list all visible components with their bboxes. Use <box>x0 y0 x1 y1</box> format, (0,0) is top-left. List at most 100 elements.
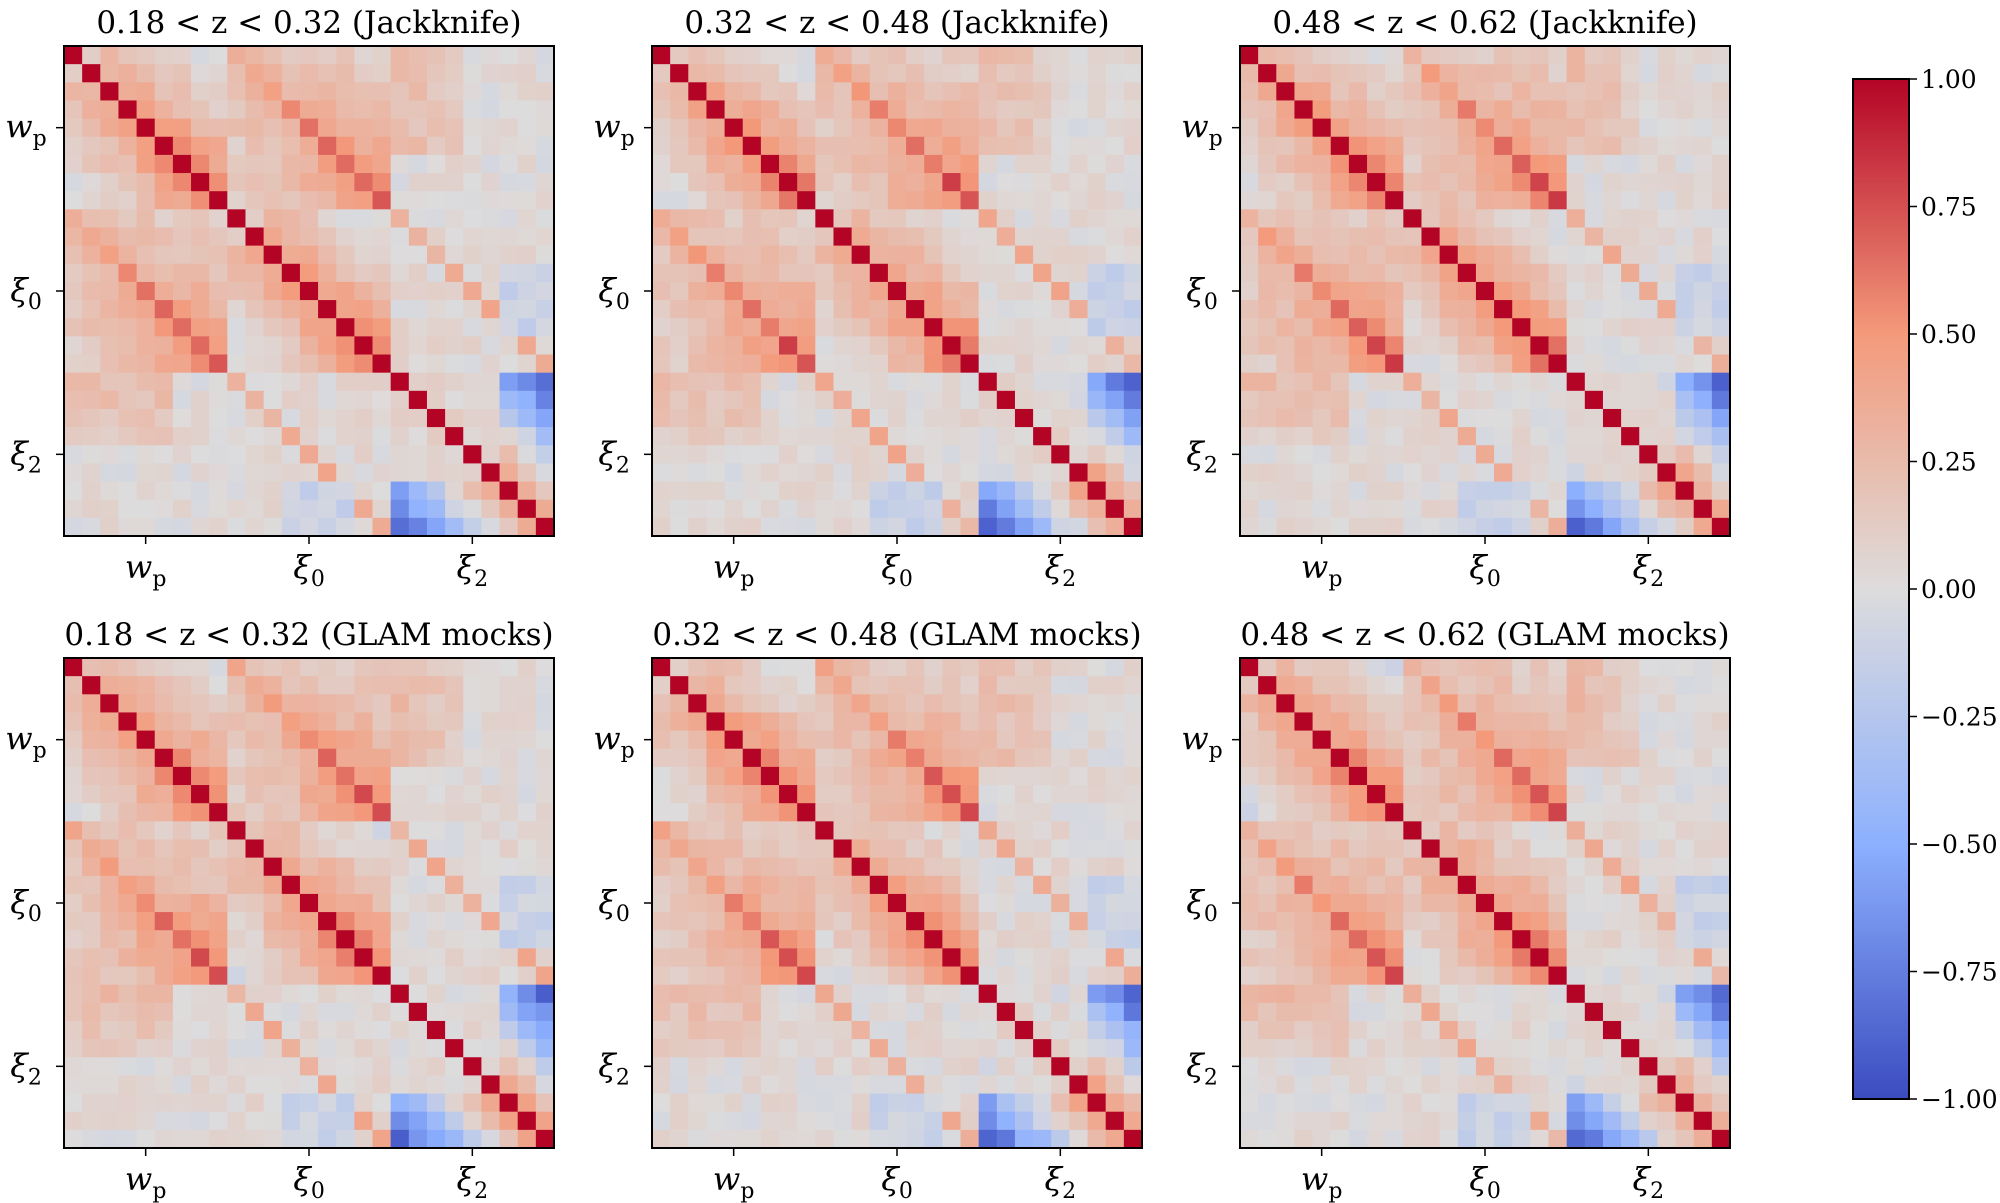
heatmap-cell <box>245 712 265 732</box>
heatmap-cell <box>670 984 689 1004</box>
heatmap-cell <box>670 82 689 102</box>
heatmap-cell <box>517 1057 537 1077</box>
heatmap-cell <box>942 408 962 428</box>
heatmap-cell <box>960 372 980 392</box>
heatmap-cell <box>390 948 410 968</box>
heatmap-cell <box>445 785 464 804</box>
heatmap-cell <box>1312 336 1332 356</box>
heatmap-cell <box>1548 712 1568 732</box>
heatmap-cell <box>1584 191 1604 210</box>
heatmap-cell <box>281 857 301 877</box>
heatmap-cell <box>1693 1075 1713 1095</box>
heatmap-cell <box>245 893 265 913</box>
heatmap-cell <box>1548 948 1568 968</box>
heatmap-cell <box>706 694 726 714</box>
heatmap-cell <box>688 875 708 895</box>
x-tick-label-wp: wp <box>125 548 166 592</box>
heatmap-cell <box>499 785 519 804</box>
heatmap-cell <box>1105 372 1125 392</box>
heatmap-cell <box>1105 857 1125 877</box>
heatmap-cell <box>887 1093 907 1113</box>
heatmap-cell <box>1403 209 1423 229</box>
heatmap-cell <box>1258 499 1277 519</box>
heatmap-cell <box>100 966 120 986</box>
heatmap-cell <box>742 948 762 968</box>
heatmap-cell <box>426 517 446 537</box>
heatmap-cell <box>742 209 762 229</box>
heatmap-cell <box>336 46 355 65</box>
heatmap-cell <box>1602 227 1622 247</box>
heatmap-cell <box>463 136 483 156</box>
heatmap-cell <box>1512 46 1531 65</box>
heatmap-cell <box>499 912 519 931</box>
heatmap-cell <box>408 481 428 501</box>
heatmap-cell <box>354 209 374 229</box>
heatmap-cell <box>263 46 283 65</box>
heatmap-cell <box>1602 136 1622 156</box>
heatmap-cell <box>299 1002 319 1022</box>
heatmap-cell <box>1258 372 1277 392</box>
heatmap-cell <box>1566 676 1586 695</box>
heatmap-cell <box>100 803 120 822</box>
heatmap-cell <box>815 676 835 695</box>
heatmap-cell <box>408 263 428 283</box>
heatmap-cell <box>1657 82 1677 102</box>
heatmap-cell <box>1657 318 1677 337</box>
heatmap-cell <box>1069 499 1089 519</box>
heatmap-cell <box>742 1020 762 1040</box>
heatmap-cell <box>924 1093 943 1113</box>
heatmap-cell <box>1367 1020 1386 1040</box>
heatmap-cell <box>1584 300 1604 319</box>
heatmap-cell <box>318 712 337 732</box>
heatmap-cell <box>1069 930 1089 949</box>
heatmap-cell <box>281 966 301 986</box>
heatmap-cell <box>354 281 374 301</box>
heatmap-cell <box>1105 839 1125 859</box>
heatmap-cell <box>1530 1129 1550 1149</box>
heatmap-cell <box>779 445 798 465</box>
heatmap-cell <box>426 136 446 156</box>
heatmap-cell <box>1675 445 1695 465</box>
heatmap-cell <box>390 966 410 986</box>
heatmap-cell <box>154 227 174 247</box>
heatmap-cell <box>154 336 174 356</box>
heatmap-cell <box>960 748 980 768</box>
heatmap-cell <box>1657 517 1677 537</box>
heatmap-cell <box>815 499 835 519</box>
heatmap-cell <box>1602 445 1622 465</box>
heatmap-cell <box>390 463 410 483</box>
heatmap-cell <box>996 1039 1016 1058</box>
heatmap-cell <box>670 173 689 192</box>
heatmap-cell <box>960 227 980 247</box>
heatmap-cell <box>1033 712 1052 732</box>
heatmap-cell <box>1051 427 1071 446</box>
heatmap-cell <box>652 1020 671 1040</box>
heatmap-cell <box>869 191 889 210</box>
heatmap-cell <box>1675 712 1695 732</box>
heatmap-cell <box>1123 875 1143 895</box>
heatmap-cell <box>426 173 446 192</box>
heatmap-cell <box>1330 966 1350 986</box>
heatmap-cell <box>1240 354 1259 374</box>
heatmap-cell <box>1014 1039 1034 1058</box>
heatmap-cell <box>1276 1093 1296 1113</box>
heatmap-cell <box>463 82 483 102</box>
heatmap-cell <box>390 82 410 102</box>
heatmap-cell <box>706 875 726 895</box>
heatmap-cell <box>1051 173 1071 192</box>
heatmap-cell <box>1602 336 1622 356</box>
heatmap-cell <box>318 893 337 913</box>
heatmap-cell <box>760 263 780 283</box>
heatmap-cell <box>1014 912 1034 931</box>
heatmap-cell <box>1584 948 1604 968</box>
heatmap-cell <box>724 227 744 247</box>
heatmap-cell <box>136 481 156 501</box>
heatmap-cell <box>517 948 537 968</box>
heatmap-cell <box>463 748 483 768</box>
heatmap-cell <box>445 318 464 337</box>
heatmap-cell <box>535 463 555 483</box>
heatmap-cell <box>426 839 446 859</box>
heatmap-cell <box>318 1057 337 1077</box>
heatmap-cell <box>408 427 428 446</box>
heatmap-cell <box>797 336 816 356</box>
